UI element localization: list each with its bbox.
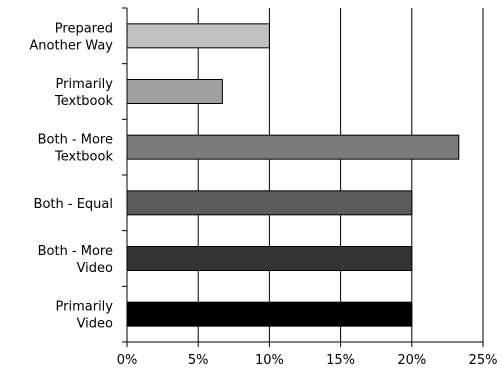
x-tick-label: 5% [188, 353, 209, 368]
bar [126, 134, 460, 160]
category-label: Both - Equal [34, 197, 113, 212]
axes [122, 7, 484, 347]
x-tick-labels: 0% 5% 10% 15% 20% 25% [117, 353, 498, 368]
category-label: Primarily Video [56, 300, 114, 332]
category-label: Prepared Another Way [29, 21, 113, 53]
x-tick-label: 25% [469, 353, 498, 368]
category-label: Primarily Textbook [54, 77, 113, 109]
category-label: Both - More Textbook [38, 133, 114, 165]
x-tick-label: 20% [397, 353, 426, 368]
x-tick-label: 10% [255, 353, 284, 368]
bar [126, 23, 270, 49]
x-tick-label: 0% [117, 353, 138, 368]
bars [126, 23, 460, 327]
bar [126, 190, 413, 216]
bar [126, 246, 413, 271]
bar [126, 301, 413, 327]
grid-lines [197, 8, 484, 342]
category-label: Both - More Video [38, 244, 113, 276]
x-tick-label: 15% [326, 353, 355, 368]
category-labels: Prepared Another Way Primarily Textbook Both… [29, 21, 113, 331]
bar [126, 79, 223, 104]
